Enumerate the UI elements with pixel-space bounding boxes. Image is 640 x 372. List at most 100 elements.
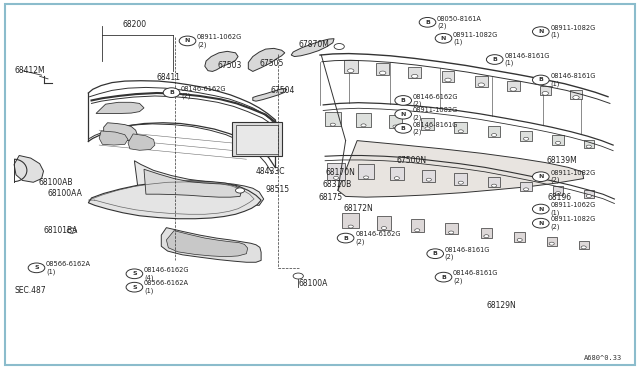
Circle shape	[486, 55, 503, 64]
FancyBboxPatch shape	[475, 76, 488, 87]
FancyBboxPatch shape	[520, 131, 532, 141]
FancyBboxPatch shape	[514, 232, 525, 242]
Text: 08146-8161G
(1): 08146-8161G (1)	[504, 53, 550, 66]
Circle shape	[426, 178, 431, 181]
FancyBboxPatch shape	[344, 60, 358, 73]
Circle shape	[415, 229, 420, 232]
Circle shape	[492, 184, 497, 187]
Text: 08146-8161G
(2): 08146-8161G (2)	[413, 122, 458, 135]
Circle shape	[449, 231, 454, 234]
Polygon shape	[144, 169, 242, 197]
FancyBboxPatch shape	[579, 241, 589, 249]
Text: 08911-1082G
(2): 08911-1082G (2)	[413, 108, 458, 121]
Circle shape	[330, 123, 335, 126]
Circle shape	[364, 176, 369, 179]
Circle shape	[126, 282, 143, 292]
Circle shape	[28, 263, 45, 273]
Circle shape	[532, 27, 549, 36]
Circle shape	[532, 172, 549, 182]
Circle shape	[556, 192, 561, 195]
FancyBboxPatch shape	[584, 140, 594, 148]
FancyBboxPatch shape	[390, 167, 404, 180]
Text: 68411: 68411	[157, 73, 181, 82]
FancyBboxPatch shape	[236, 125, 278, 154]
Circle shape	[67, 228, 76, 233]
Text: 68170N: 68170N	[325, 168, 355, 177]
Text: B: B	[492, 57, 497, 62]
FancyBboxPatch shape	[422, 170, 435, 182]
Polygon shape	[291, 39, 334, 57]
FancyBboxPatch shape	[408, 67, 421, 78]
Circle shape	[532, 204, 549, 214]
Circle shape	[380, 71, 386, 75]
Circle shape	[394, 177, 399, 180]
FancyBboxPatch shape	[342, 213, 359, 228]
Text: 68196: 68196	[547, 193, 572, 202]
Polygon shape	[99, 131, 128, 145]
Text: 08146-8161G
(2): 08146-8161G (2)	[453, 270, 499, 284]
Circle shape	[163, 88, 180, 97]
Text: 68101BA: 68101BA	[44, 226, 78, 235]
Circle shape	[445, 78, 451, 82]
FancyBboxPatch shape	[442, 71, 454, 82]
Text: 08911-1062G
(1): 08911-1062G (1)	[550, 202, 596, 216]
Text: 68139M: 68139M	[547, 156, 577, 165]
FancyBboxPatch shape	[454, 173, 467, 185]
Text: S: S	[34, 265, 39, 270]
Circle shape	[293, 273, 303, 279]
FancyBboxPatch shape	[377, 216, 391, 230]
Text: 68172N: 68172N	[343, 204, 372, 213]
Polygon shape	[205, 51, 238, 71]
Circle shape	[556, 141, 561, 144]
Text: 98515: 98515	[266, 185, 290, 194]
Text: N: N	[538, 29, 543, 34]
Text: N: N	[538, 206, 543, 212]
Text: 68175: 68175	[318, 193, 342, 202]
Text: B: B	[401, 126, 406, 131]
Text: N: N	[185, 38, 190, 44]
Text: 67503: 67503	[218, 61, 242, 70]
Polygon shape	[96, 102, 144, 113]
Text: 68100AA: 68100AA	[48, 189, 83, 198]
Text: 08146-8161G
(2): 08146-8161G (2)	[445, 247, 490, 260]
FancyBboxPatch shape	[232, 122, 282, 156]
Polygon shape	[338, 141, 584, 197]
Polygon shape	[248, 48, 285, 71]
Circle shape	[581, 246, 586, 249]
FancyBboxPatch shape	[540, 86, 551, 95]
FancyBboxPatch shape	[552, 135, 564, 145]
Text: S: S	[132, 285, 137, 290]
Circle shape	[427, 249, 444, 259]
FancyBboxPatch shape	[376, 63, 389, 75]
Text: 08146-6162G
(2): 08146-6162G (2)	[181, 86, 227, 99]
FancyBboxPatch shape	[411, 219, 424, 232]
Text: 67504: 67504	[270, 86, 294, 94]
Circle shape	[337, 233, 354, 243]
Circle shape	[573, 96, 579, 99]
Text: 08911-1062G
(2): 08911-1062G (2)	[197, 34, 243, 48]
Text: N: N	[538, 221, 543, 226]
Circle shape	[484, 235, 489, 238]
Circle shape	[458, 181, 463, 184]
Text: 68310B: 68310B	[323, 180, 352, 189]
Text: SEC.487: SEC.487	[14, 286, 45, 295]
Text: 08050-8161A
(2): 08050-8161A (2)	[437, 16, 482, 29]
Polygon shape	[128, 134, 155, 150]
Polygon shape	[14, 155, 44, 182]
Text: B: B	[401, 98, 406, 103]
Circle shape	[126, 269, 143, 279]
Text: 08911-1082G
(1): 08911-1082G (1)	[550, 25, 596, 38]
Text: 48433C: 48433C	[256, 167, 285, 176]
Circle shape	[510, 87, 516, 91]
Circle shape	[458, 130, 463, 133]
FancyBboxPatch shape	[356, 113, 371, 127]
Circle shape	[393, 125, 398, 128]
Text: 68129N: 68129N	[486, 301, 516, 310]
FancyBboxPatch shape	[327, 163, 345, 180]
Circle shape	[348, 225, 353, 228]
FancyBboxPatch shape	[445, 223, 458, 234]
Polygon shape	[161, 228, 261, 262]
Text: B: B	[441, 275, 446, 280]
FancyBboxPatch shape	[520, 182, 532, 191]
FancyBboxPatch shape	[481, 228, 492, 238]
